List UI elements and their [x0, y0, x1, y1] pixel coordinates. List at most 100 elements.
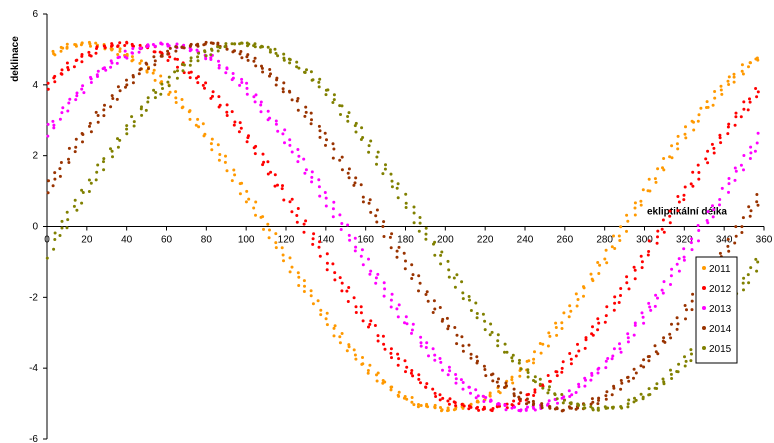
data-point: [282, 198, 286, 202]
data-point: [439, 360, 443, 364]
data-point: [233, 120, 237, 124]
data-point: [61, 46, 65, 50]
data-point: [201, 83, 205, 87]
data-point: [668, 155, 672, 159]
data-point: [433, 253, 437, 257]
data-point: [225, 110, 229, 114]
data-point: [734, 115, 738, 119]
data-point: [692, 120, 695, 124]
data-point: [482, 400, 486, 403]
data-point: [352, 348, 356, 352]
data-point: [527, 359, 531, 363]
data-point: [166, 52, 170, 56]
data-point: [369, 139, 373, 143]
data-point: [727, 75, 731, 79]
data-point: [166, 59, 170, 62]
data-point: [641, 315, 645, 319]
data-point: [390, 232, 394, 236]
data-point: [333, 271, 337, 275]
data-point: [209, 53, 213, 57]
data-point: [548, 379, 552, 383]
data-point: [347, 233, 351, 237]
data-point: [626, 219, 630, 223]
data-point: [88, 42, 92, 46]
data-point: [359, 183, 363, 187]
data-point: [445, 316, 449, 320]
data-point: [481, 312, 485, 316]
data-point: [274, 51, 278, 55]
data-point: [102, 114, 106, 118]
data-point: [446, 259, 450, 263]
data-point: [189, 70, 193, 74]
data-point: [282, 81, 286, 85]
data-point: [596, 406, 600, 410]
data-point: [720, 92, 724, 96]
data-point: [662, 280, 666, 284]
data-point: [283, 141, 286, 145]
data-point: [732, 80, 736, 84]
data-point: [617, 234, 621, 238]
data-point: [58, 234, 62, 237]
data-point: [216, 143, 220, 147]
data-point: [389, 246, 393, 250]
data-point: [620, 381, 624, 385]
data-point: [104, 68, 108, 72]
data-point: [625, 229, 628, 233]
data-point: [288, 270, 292, 274]
data-point: [384, 163, 387, 167]
data-point: [676, 195, 680, 198]
data-point: [562, 311, 566, 315]
data-point: [732, 72, 736, 76]
data-point: [546, 344, 550, 348]
data-point: [568, 352, 572, 355]
data-point: [354, 245, 358, 249]
data-point: [210, 48, 214, 52]
data-point: [151, 71, 155, 75]
data-point: [754, 257, 758, 261]
data-point: [137, 50, 141, 54]
data-point: [153, 63, 157, 67]
data-point: [489, 322, 493, 326]
data-point: [53, 238, 57, 241]
data-point: [719, 84, 723, 88]
data-point: [368, 198, 372, 202]
data-point: [438, 393, 442, 397]
data-point: [481, 407, 485, 411]
x-tick-label: 60: [161, 235, 173, 246]
data-point: [312, 232, 316, 236]
data-point: [741, 281, 745, 285]
data-point: [166, 49, 170, 53]
data-point: [583, 406, 587, 410]
data-point: [139, 107, 143, 111]
data-point: [634, 371, 638, 375]
data-point: [51, 184, 55, 188]
data-point: [116, 53, 120, 56]
data-point: [382, 235, 386, 238]
data-point: [625, 281, 629, 285]
data-point: [297, 154, 301, 158]
data-point: [282, 259, 285, 263]
data-point: [640, 260, 644, 264]
data-point: [331, 142, 335, 146]
data-point: [319, 313, 323, 317]
data-point: [690, 352, 693, 356]
data-point: [252, 44, 256, 48]
data-point: [317, 80, 321, 84]
data-point: [405, 365, 409, 369]
data-point: [505, 350, 509, 354]
data-point: [596, 328, 600, 332]
data-point: [290, 210, 294, 214]
data-point: [417, 229, 421, 233]
data-point: [526, 368, 530, 372]
data-point: [204, 81, 208, 85]
data-point: [188, 44, 192, 48]
data-point: [367, 150, 371, 154]
data-point: [727, 249, 731, 253]
data-point: [125, 52, 129, 56]
data-point: [748, 97, 751, 101]
data-point: [574, 292, 578, 296]
data-point: [281, 90, 285, 94]
data-point: [647, 301, 651, 305]
data-point: [261, 70, 265, 74]
data-point: [303, 171, 307, 175]
